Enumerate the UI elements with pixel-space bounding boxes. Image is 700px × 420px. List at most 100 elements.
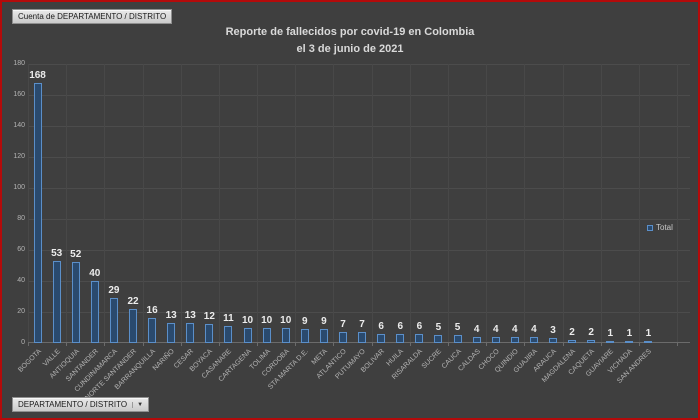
bar	[644, 341, 653, 343]
bar	[281, 327, 290, 343]
gridline-horizontal	[28, 249, 690, 251]
bar-value-label: 11	[223, 312, 234, 324]
bar	[358, 332, 367, 343]
bar-value-label: 7	[340, 319, 346, 331]
pivot-value-field-label: Cuenta de DEPARTAMENTO / DISTRITO	[18, 12, 167, 21]
bar	[472, 336, 481, 343]
bar	[587, 339, 596, 343]
x-axis-tick	[257, 343, 259, 346]
x-axis-tick	[180, 343, 182, 346]
gridline-vertical	[295, 64, 297, 343]
bar	[205, 324, 214, 343]
gridline-vertical	[677, 64, 679, 343]
gridline-vertical	[333, 64, 335, 343]
y-axis-label: 80	[17, 215, 25, 222]
bar	[167, 322, 176, 343]
gridline-horizontal	[28, 218, 690, 220]
gridline-vertical	[104, 64, 106, 343]
x-axis-tick	[562, 343, 564, 346]
chart-title-line1: Reporte de fallecidos por covid-19 en Co…	[225, 26, 475, 38]
bar	[243, 327, 252, 343]
gridline-horizontal	[28, 187, 690, 189]
x-axis-tick	[104, 343, 106, 346]
x-axis-tick	[333, 343, 335, 346]
x-axis-tick	[600, 343, 602, 346]
bar-value-label: 10	[261, 314, 273, 326]
bar	[339, 332, 347, 343]
y-axis-label: 100	[13, 184, 25, 191]
bar	[510, 336, 519, 343]
x-axis-tick	[28, 343, 29, 346]
bar-value-label: 4	[473, 323, 480, 335]
bar	[52, 260, 61, 343]
bar	[377, 333, 386, 343]
bar-value-label: 2	[588, 326, 594, 338]
gridline-horizontal	[28, 280, 690, 282]
gridline-horizontal	[28, 94, 690, 96]
gridline-horizontal	[28, 125, 690, 127]
bar-value-label: 10	[280, 314, 292, 326]
bar	[90, 281, 99, 343]
bar	[529, 336, 538, 343]
bar-value-label: 7	[359, 319, 365, 331]
bar-value-label: 29	[108, 285, 120, 297]
bar	[33, 82, 42, 343]
gridline-vertical	[448, 64, 449, 343]
bar	[319, 329, 328, 343]
bar	[625, 341, 634, 343]
bar-value-label: 2	[569, 326, 575, 338]
gridline-vertical	[562, 64, 564, 343]
bar-value-label: 6	[397, 320, 404, 332]
bar	[606, 341, 615, 343]
y-axis-label: 180	[13, 60, 25, 67]
x-axis-tick	[295, 343, 297, 346]
dropdown-arrow-icon[interactable]: ▼	[132, 401, 143, 408]
x-axis-tick	[371, 343, 373, 346]
gridline-vertical	[66, 64, 68, 343]
bar-value-label: 3	[550, 325, 556, 337]
gridline-vertical	[28, 64, 29, 343]
gridline-vertical	[218, 64, 220, 343]
gridline-vertical	[600, 64, 602, 343]
bar	[262, 327, 271, 343]
x-axis-tick	[638, 343, 640, 346]
bar-value-label: 6	[416, 320, 423, 332]
bar-value-label: 13	[165, 309, 177, 321]
plot-area: 168 53 52 40 29 22 16 13 13 12 11 10 10 10 9 9 7 7 6 6 6 5 5 4 4…	[28, 63, 690, 343]
gridline-vertical	[371, 64, 373, 343]
y-axis-label: 140	[13, 122, 25, 129]
bar	[549, 338, 557, 343]
x-axis-tick	[142, 343, 144, 346]
bar-value-label: 1	[626, 328, 633, 340]
y-axis-label: 120	[13, 153, 25, 160]
y-axis-label: 20	[17, 308, 25, 315]
bar-value-label: 12	[203, 311, 215, 323]
gridline-horizontal	[28, 311, 690, 313]
x-axis-tick	[677, 343, 679, 346]
bar-value-label: 10	[241, 314, 254, 326]
bar-value-label: 53	[51, 247, 63, 259]
y-axis-label: 60	[17, 246, 25, 253]
bar-value-label: 13	[184, 309, 196, 321]
bar-value-label: 1	[607, 328, 614, 340]
bar	[186, 322, 195, 343]
bar-value-label: 5	[435, 322, 442, 334]
bar	[300, 329, 309, 343]
chart-title: Reporte de fallecidos por covid-19 en Co…	[2, 24, 698, 57]
x-axis-tick	[524, 343, 526, 346]
bar-value-label: 4	[492, 323, 499, 335]
pivot-value-field-button[interactable]: Cuenta de DEPARTAMENTO / DISTRITO	[12, 9, 173, 24]
bar-value-label: 52	[70, 249, 82, 261]
x-axis-tick	[218, 343, 220, 346]
gridline-vertical	[257, 64, 259, 343]
bar-value-label: 22	[127, 295, 139, 307]
bar	[396, 333, 405, 343]
bar	[224, 325, 233, 343]
axis-field-button[interactable]: DEPARTAMENTO / DISTRITO ▼	[12, 397, 150, 412]
bar-value-label: 5	[454, 322, 461, 334]
gridline-vertical	[524, 64, 526, 343]
bar-value-label: 4	[512, 323, 518, 335]
bar-value-label: 168	[29, 69, 46, 81]
y-axis-label: 160	[13, 91, 25, 98]
